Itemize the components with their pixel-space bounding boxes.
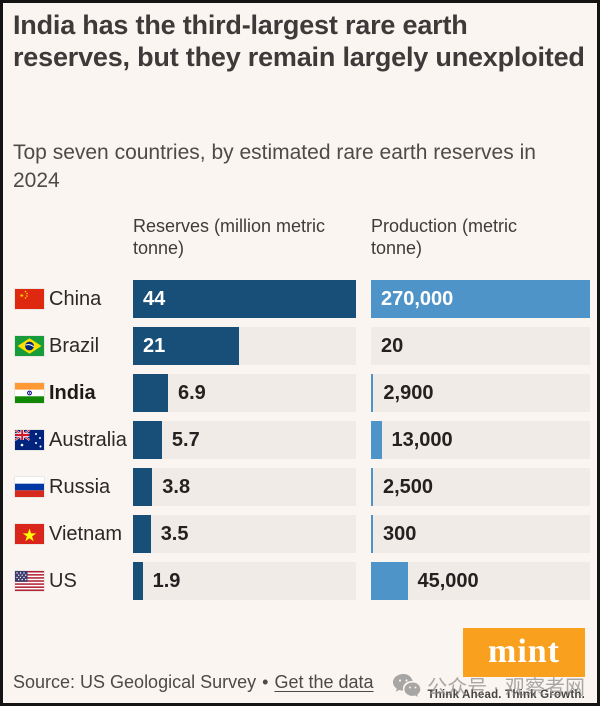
production-bar-track: 300 bbox=[371, 515, 590, 553]
reserves-bar-track: 5.7 bbox=[133, 421, 356, 459]
production-bar-track: 13,000 bbox=[371, 421, 590, 459]
reserves-value: 6.9 bbox=[178, 382, 206, 404]
reserves-bar bbox=[133, 327, 240, 365]
country-row-brazil: Brazil 21 20 bbox=[3, 327, 597, 365]
reserves-bar bbox=[133, 280, 356, 318]
country-label: Brazil bbox=[49, 335, 100, 357]
production-value: 270,000 bbox=[381, 288, 454, 310]
flag-china-icon bbox=[15, 289, 44, 309]
reserves-value: 3.8 bbox=[162, 476, 191, 498]
reserves-value: 5.7 bbox=[171, 429, 200, 451]
reserves-value: 1.9 bbox=[152, 570, 181, 592]
country-row-vietnam: Vietnam 3.5 300 bbox=[3, 515, 597, 553]
country-label: China bbox=[49, 288, 102, 310]
production-bar bbox=[371, 280, 590, 318]
country-row-china: China 44 270,000 bbox=[3, 280, 597, 318]
production-value: 45,000 bbox=[417, 570, 479, 592]
flag-russia-icon bbox=[15, 477, 44, 497]
source-separator: • bbox=[262, 672, 269, 692]
wechat-icon bbox=[393, 673, 421, 697]
production-bar bbox=[371, 562, 408, 600]
mint-logo-text: mint bbox=[488, 632, 560, 670]
flag-vietnam-icon bbox=[15, 524, 44, 544]
flag-brazil-icon bbox=[15, 336, 44, 356]
country-label: India bbox=[49, 382, 96, 404]
production-bar-track: 45,000 bbox=[371, 562, 590, 600]
production-bar bbox=[371, 421, 382, 459]
country-row-india: India 6.9 2,900 bbox=[3, 374, 597, 412]
country-row-us: US 1.9 45,000 bbox=[3, 562, 597, 600]
production-bar-track: 2,500 bbox=[371, 468, 590, 506]
reserves-bar bbox=[133, 562, 143, 600]
reserves-column-header: Reserves (million metric tonne) bbox=[133, 216, 326, 258]
reserves-bar-track: 21 bbox=[133, 327, 356, 365]
flag-us-icon bbox=[15, 571, 44, 591]
country-label: Vietnam bbox=[49, 523, 123, 545]
country-row-australia: Australia 5.7 13,000 bbox=[3, 421, 597, 459]
flag-india-icon bbox=[15, 383, 44, 403]
reserves-bar bbox=[133, 468, 153, 506]
reserves-bar-track: 3.8 bbox=[133, 468, 356, 506]
production-value: 2,900 bbox=[383, 382, 434, 404]
country-label: Russia bbox=[49, 476, 111, 498]
production-value: 20 bbox=[381, 335, 404, 357]
source-text: Source: US Geological Survey bbox=[13, 672, 257, 692]
get-the-data-link[interactable]: Get the data bbox=[274, 672, 374, 692]
chart-rows: China 44 270,000 Brazil 21 20 India 6.9 2,900 Aus… bbox=[3, 3, 597, 703]
production-bar-track: 270,000 bbox=[371, 280, 590, 318]
reserves-bar-track: 1.9 bbox=[133, 562, 356, 600]
country-label: Australia bbox=[49, 429, 127, 451]
reserves-value: 44 bbox=[143, 288, 166, 310]
reserves-bar bbox=[133, 374, 168, 412]
production-bar bbox=[371, 515, 373, 553]
production-value: 13,000 bbox=[391, 429, 453, 451]
production-bar-track: 2,900 bbox=[371, 374, 590, 412]
mint-tagline: Think Ahead. Think Growth. bbox=[427, 689, 585, 701]
production-column-header: Production (metric tonne) bbox=[371, 216, 518, 258]
chart-subtitle: Top seven countries, by estimated rare e… bbox=[13, 141, 536, 192]
production-bar bbox=[371, 468, 373, 506]
watermark-text: 公众号 · 观察者网 bbox=[427, 677, 585, 699]
mint-logo: mint bbox=[463, 628, 585, 677]
source-line: Source: US Geological Survey • Get the dat… bbox=[13, 672, 374, 693]
reserves-bar bbox=[133, 421, 162, 459]
country-label: US bbox=[49, 570, 77, 592]
production-bar bbox=[371, 374, 374, 412]
reserves-bar-track: 44 bbox=[133, 280, 356, 318]
flag-australia-icon bbox=[15, 430, 44, 450]
chart-title: India has the third-largest rare earth r… bbox=[13, 10, 585, 72]
reserves-value: 21 bbox=[143, 335, 166, 357]
production-value: 2,500 bbox=[383, 476, 434, 498]
watermark: 公众号 · 观察者网 bbox=[392, 671, 585, 700]
reserves-bar-track: 6.9 bbox=[133, 374, 356, 412]
production-value: 300 bbox=[383, 523, 417, 545]
reserves-bar bbox=[133, 515, 151, 553]
country-row-russia: Russia 3.8 2,500 bbox=[3, 468, 597, 506]
production-bar-track: 20 bbox=[371, 327, 590, 365]
reserves-bar-track: 3.5 bbox=[133, 515, 356, 553]
reserves-value: 3.5 bbox=[160, 523, 189, 545]
